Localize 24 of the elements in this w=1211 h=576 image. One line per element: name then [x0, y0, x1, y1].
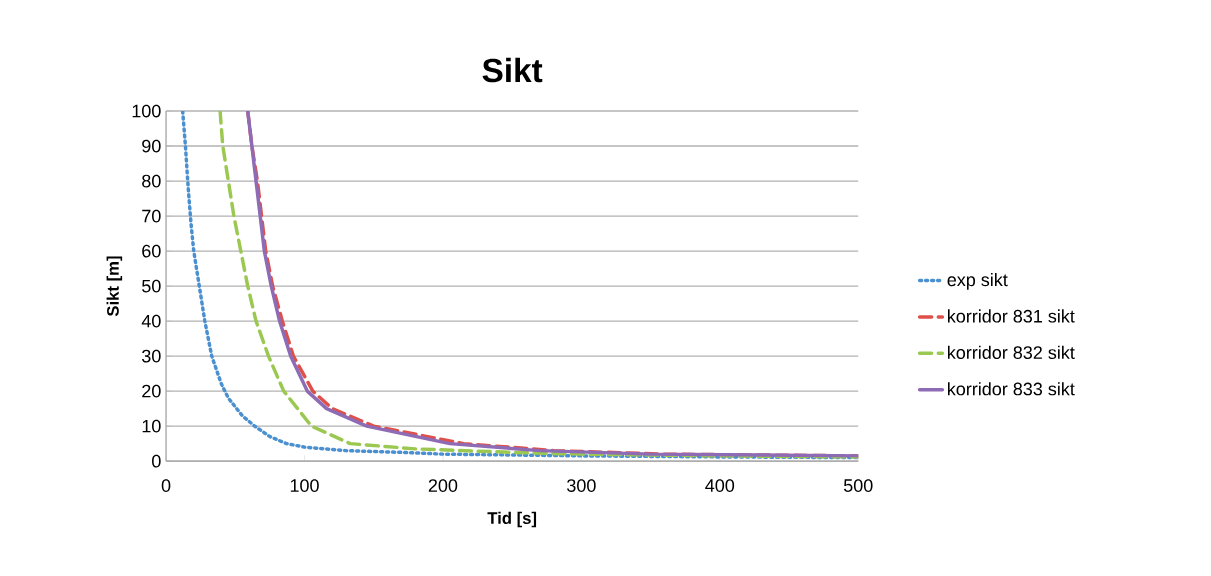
y-tick-label: 40 — [141, 314, 161, 328]
y-tick-label: 20 — [142, 384, 161, 398]
x-axis-title: Tid [s] — [487, 511, 537, 528]
legend-label: korridor 832 sikt — [948, 345, 1075, 359]
x-tick-label: 0 — [161, 479, 171, 492]
legend-label: korridor 833 sikt — [948, 382, 1075, 396]
legend-label: korridor 831 sikt — [948, 309, 1075, 323]
y-tick-label: 100 — [132, 104, 161, 118]
x-tick-label: 400 — [705, 479, 735, 492]
x-tick-label: 300 — [567, 479, 596, 492]
legend-label: exp sikt — [947, 272, 1008, 290]
y-tick-label: 60 — [142, 244, 161, 258]
chart-title: Sikt — [482, 57, 543, 83]
y-tick-label: 30 — [142, 349, 161, 363]
y-tick-label: 50 — [142, 279, 161, 293]
y-tick-label: 0 — [152, 454, 161, 468]
y-tick-label: 80 — [142, 174, 161, 188]
y-tick-label: 10 — [142, 419, 161, 433]
y-tick-label: 70 — [142, 209, 161, 223]
y-axis-title: Sikt [m] — [106, 256, 123, 317]
y-tick-label: 90 — [142, 139, 161, 153]
x-tick-label: 500 — [843, 479, 873, 492]
x-tick-label: 200 — [428, 479, 458, 492]
x-tick-label: 100 — [290, 479, 319, 492]
